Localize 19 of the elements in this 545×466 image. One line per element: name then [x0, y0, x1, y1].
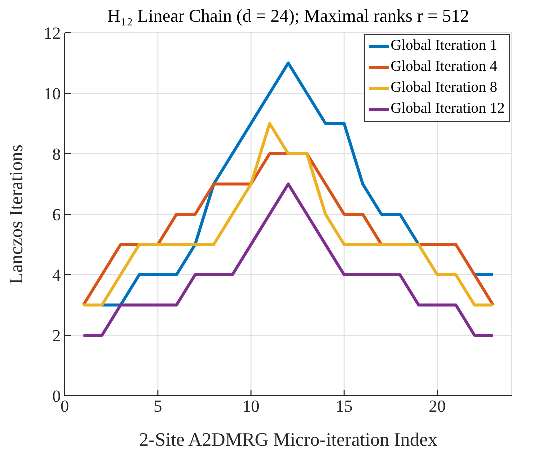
line-series	[82, 182, 495, 337]
y-tick-label: 4	[52, 266, 62, 286]
x-tick-label: 15	[336, 397, 353, 416]
chart-title: H₁₂ Linear Chain (d = 24); Maximal ranks r = 512	[108, 6, 470, 26]
y-tick-label: 10	[44, 84, 61, 104]
x-tick-label: 5	[154, 397, 162, 416]
legend-label: Global Iteration 8	[390, 79, 498, 98]
y-tick-label: 6	[52, 206, 61, 225]
y-tick-label: 12	[44, 24, 61, 44]
y-axis-title: Lanczos Iterations	[6, 144, 28, 284]
x-axis-title: 2-Site A2DMRG Micro-iteration Index	[139, 430, 438, 451]
legend-label: Global Iteration 1	[390, 37, 498, 56]
legend-label: Global Iteration 4	[390, 58, 498, 77]
y-tick-label: 2	[52, 326, 61, 346]
x-tick-label: 20	[429, 397, 446, 416]
line-series	[82, 122, 495, 307]
x-tick-label: 10	[242, 397, 260, 416]
legend-label: Global Iteration 12	[390, 100, 505, 119]
y-tick-label: 8	[52, 145, 61, 164]
